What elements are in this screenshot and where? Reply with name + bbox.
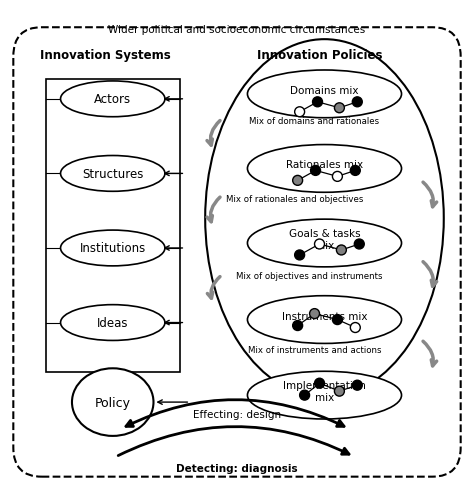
Text: Structures: Structures (82, 167, 144, 181)
Ellipse shape (335, 386, 345, 396)
Text: Mix of rationales and objectives: Mix of rationales and objectives (226, 194, 364, 203)
Ellipse shape (354, 240, 364, 249)
Ellipse shape (352, 381, 362, 390)
Text: Rationales mix: Rationales mix (286, 160, 363, 170)
FancyBboxPatch shape (46, 80, 180, 372)
Ellipse shape (315, 240, 325, 249)
Ellipse shape (247, 71, 401, 119)
Text: Mix of instruments and actions: Mix of instruments and actions (248, 345, 381, 354)
Ellipse shape (247, 296, 401, 344)
Text: Ideas: Ideas (97, 316, 128, 329)
Ellipse shape (332, 172, 342, 182)
Text: Institutions: Institutions (80, 242, 146, 255)
Ellipse shape (300, 390, 310, 400)
Ellipse shape (292, 321, 302, 331)
Text: Wider political and socioeconomic circumstances: Wider political and socioeconomic circum… (109, 25, 365, 35)
Ellipse shape (310, 309, 319, 319)
Ellipse shape (61, 82, 165, 118)
Ellipse shape (205, 40, 444, 397)
Ellipse shape (72, 368, 154, 436)
Ellipse shape (312, 98, 322, 107)
Text: Implementation
mix: Implementation mix (283, 381, 366, 402)
Text: Effecting: design: Effecting: design (193, 409, 281, 419)
Text: Actors: Actors (94, 93, 131, 106)
Ellipse shape (352, 98, 362, 107)
Ellipse shape (247, 220, 401, 267)
Ellipse shape (61, 305, 165, 341)
Ellipse shape (295, 107, 305, 118)
Ellipse shape (310, 166, 320, 176)
Ellipse shape (61, 231, 165, 266)
Ellipse shape (292, 176, 302, 186)
Ellipse shape (335, 103, 345, 114)
Text: Innovation Systems: Innovation Systems (40, 48, 171, 61)
Text: Goals & tasks
mix: Goals & tasks mix (289, 229, 360, 250)
Text: Mix of domains and rationales: Mix of domains and rationales (249, 117, 380, 126)
Ellipse shape (315, 379, 325, 388)
Ellipse shape (295, 250, 305, 261)
Text: Mix of objectives and instruments: Mix of objectives and instruments (237, 272, 383, 281)
FancyBboxPatch shape (13, 28, 461, 477)
Text: Policy: Policy (95, 396, 131, 409)
Text: Instruments mix: Instruments mix (282, 311, 367, 321)
Text: Detecting: diagnosis: Detecting: diagnosis (176, 463, 298, 473)
Ellipse shape (332, 315, 342, 325)
Ellipse shape (247, 371, 401, 419)
Ellipse shape (247, 145, 401, 193)
Ellipse shape (350, 166, 360, 176)
Ellipse shape (350, 323, 360, 333)
Text: Innovation Policies: Innovation Policies (257, 48, 382, 61)
Ellipse shape (337, 245, 346, 255)
Ellipse shape (61, 156, 165, 192)
Text: Domains mix: Domains mix (290, 86, 359, 96)
